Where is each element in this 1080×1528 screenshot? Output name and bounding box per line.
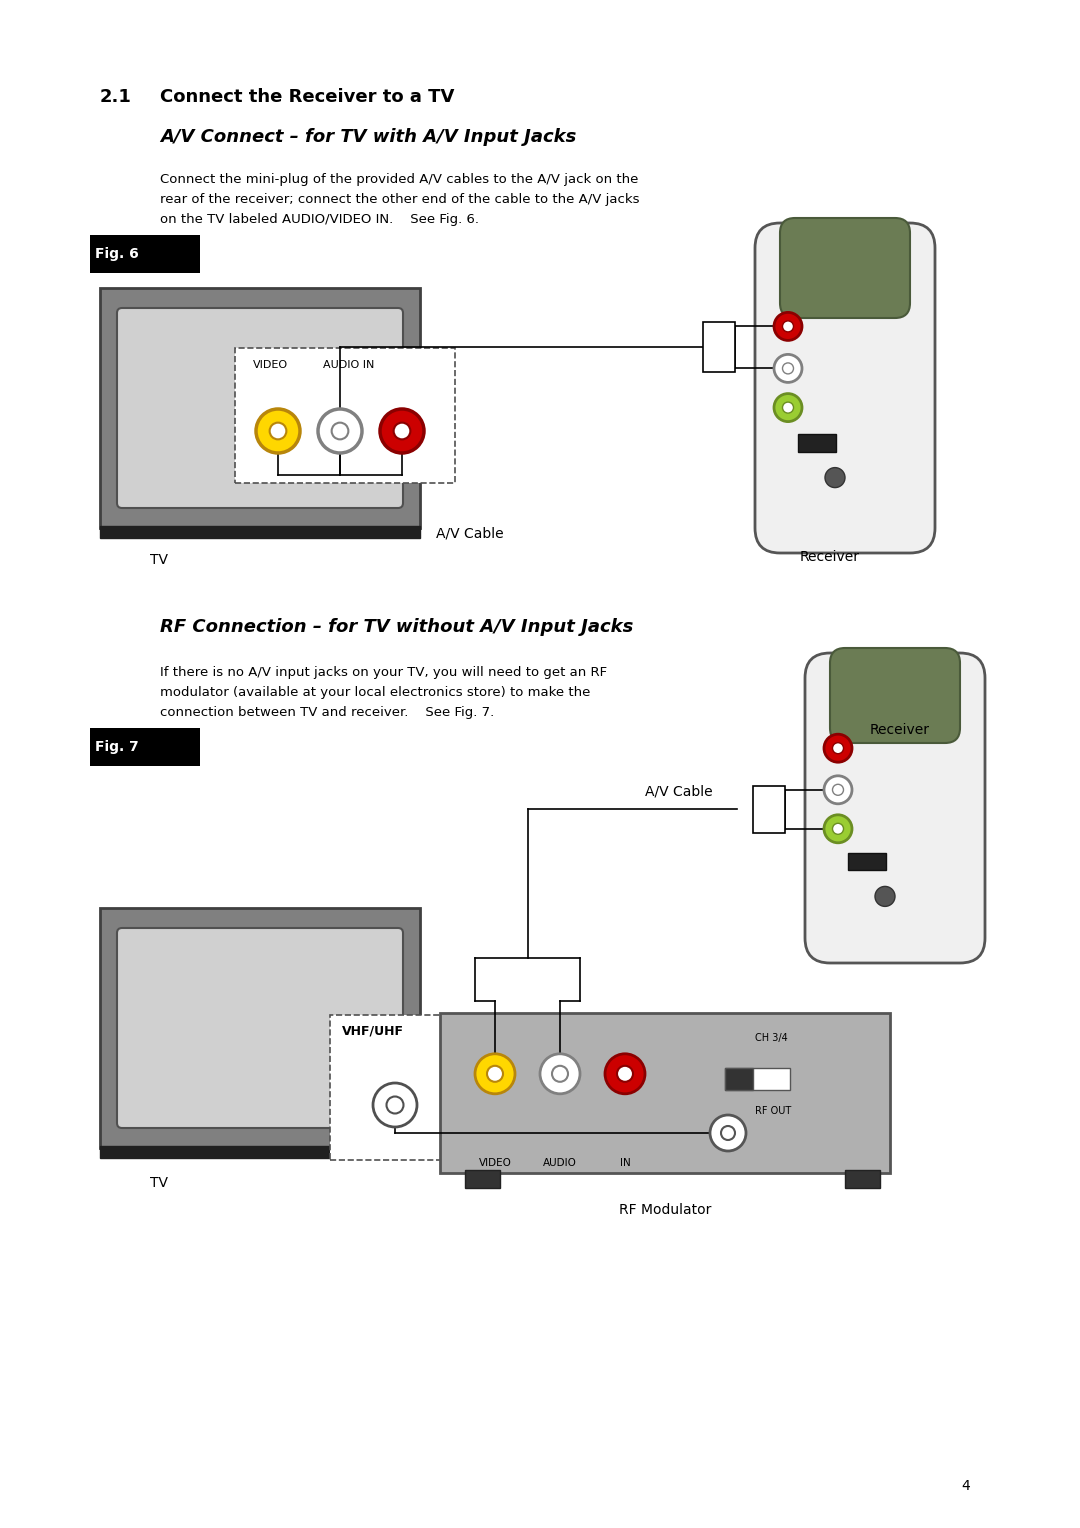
Circle shape <box>487 1067 503 1082</box>
FancyBboxPatch shape <box>117 927 403 1128</box>
Text: VIDEO: VIDEO <box>253 361 288 370</box>
Bar <box>725 1068 789 1089</box>
Text: TV: TV <box>150 1177 168 1190</box>
Circle shape <box>387 1097 404 1114</box>
Circle shape <box>783 364 794 374</box>
FancyBboxPatch shape <box>100 287 420 529</box>
Circle shape <box>824 776 852 804</box>
Circle shape <box>605 1054 645 1094</box>
Text: A/V Cable: A/V Cable <box>645 784 713 798</box>
Circle shape <box>774 354 802 382</box>
Text: VHF/UHF: VHF/UHF <box>342 1025 404 1038</box>
Circle shape <box>475 1054 515 1094</box>
Bar <box>753 785 785 833</box>
Text: AUDIO IN: AUDIO IN <box>323 361 375 370</box>
FancyBboxPatch shape <box>805 652 985 963</box>
Circle shape <box>373 1083 417 1128</box>
Text: Fig. 7: Fig. 7 <box>95 740 138 753</box>
Circle shape <box>833 824 843 834</box>
Circle shape <box>783 402 794 413</box>
Bar <box>465 1170 500 1187</box>
FancyBboxPatch shape <box>90 235 200 274</box>
Text: Receiver: Receiver <box>870 723 930 736</box>
Bar <box>100 526 420 538</box>
Circle shape <box>617 1067 633 1082</box>
Text: AUDIO: AUDIO <box>543 1158 577 1167</box>
FancyBboxPatch shape <box>100 908 420 1148</box>
FancyBboxPatch shape <box>235 348 455 483</box>
Text: 2.1: 2.1 <box>100 89 132 105</box>
Circle shape <box>833 743 843 753</box>
Text: IN: IN <box>620 1158 631 1167</box>
Circle shape <box>552 1067 568 1082</box>
Circle shape <box>270 423 286 440</box>
Circle shape <box>833 784 843 795</box>
Bar <box>725 1068 753 1089</box>
FancyBboxPatch shape <box>755 223 935 553</box>
Bar <box>100 1146 420 1158</box>
Text: Fig. 6: Fig. 6 <box>95 248 138 261</box>
Circle shape <box>332 423 349 440</box>
Circle shape <box>256 410 300 452</box>
Text: Connect the mini-plug of the provided A/V cables to the A/V jack on the
rear of : Connect the mini-plug of the provided A/… <box>160 173 639 226</box>
Bar <box>845 1170 880 1187</box>
Circle shape <box>774 394 802 422</box>
Circle shape <box>774 312 802 341</box>
Circle shape <box>825 468 845 487</box>
Text: VIDEO: VIDEO <box>478 1158 512 1167</box>
FancyBboxPatch shape <box>117 309 403 507</box>
Text: CH 3/4: CH 3/4 <box>755 1033 787 1044</box>
Circle shape <box>824 733 852 762</box>
Text: RF OUT: RF OUT <box>755 1106 792 1115</box>
Circle shape <box>783 321 794 332</box>
Bar <box>798 434 836 452</box>
Text: A/V Connect – for TV with A/V Input Jacks: A/V Connect – for TV with A/V Input Jack… <box>160 128 577 147</box>
Text: If there is no A/V input jacks on your TV, you will need to get an RF
modulator : If there is no A/V input jacks on your T… <box>160 666 607 720</box>
Circle shape <box>721 1126 735 1140</box>
Circle shape <box>393 423 410 440</box>
Circle shape <box>540 1054 580 1094</box>
Text: Connect the Receiver to a TV: Connect the Receiver to a TV <box>160 89 455 105</box>
Text: A/V Cable: A/V Cable <box>436 526 503 539</box>
FancyBboxPatch shape <box>780 219 910 318</box>
FancyBboxPatch shape <box>831 648 960 743</box>
Text: RF Modulator: RF Modulator <box>619 1203 712 1216</box>
Circle shape <box>710 1115 746 1151</box>
Circle shape <box>318 410 362 452</box>
FancyBboxPatch shape <box>90 727 200 766</box>
FancyBboxPatch shape <box>440 1013 890 1174</box>
Text: 4: 4 <box>961 1479 970 1493</box>
Bar <box>703 322 735 373</box>
FancyBboxPatch shape <box>330 1015 480 1160</box>
Text: TV: TV <box>150 553 168 567</box>
Bar <box>848 854 886 871</box>
Text: Receiver: Receiver <box>800 550 860 564</box>
Text: RF Connection – for TV without A/V Input Jacks: RF Connection – for TV without A/V Input… <box>160 617 633 636</box>
Circle shape <box>875 886 895 906</box>
Circle shape <box>824 814 852 843</box>
Circle shape <box>380 410 424 452</box>
